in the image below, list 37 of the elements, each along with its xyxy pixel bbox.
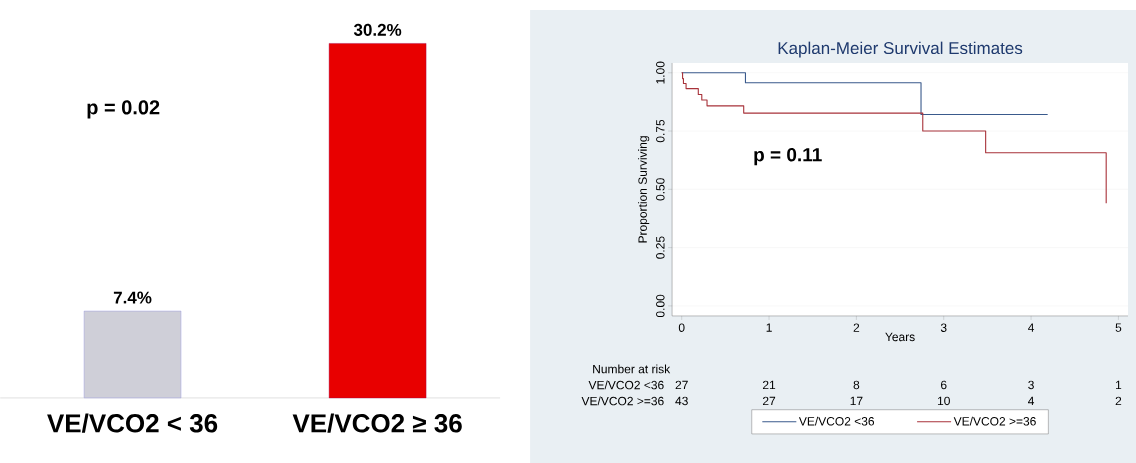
y-tick-label: 0.50 xyxy=(656,178,665,201)
legend-label: VE/VCO2 <36 xyxy=(798,416,875,426)
text: 27 xyxy=(675,380,688,390)
text: VE/VCO2 <36 xyxy=(588,380,664,390)
text: 27 xyxy=(762,396,776,406)
y-tick-label: 0.00 xyxy=(656,294,665,318)
annotation: p = 0.02 xyxy=(87,100,160,119)
x-tick-label: 5 xyxy=(1115,323,1122,332)
data-label: 7.4% xyxy=(113,291,152,304)
x-tick-label: VE/VCO2 ≥ 36 xyxy=(292,413,462,433)
text: 3 xyxy=(1028,380,1034,390)
data-label: 30.2% xyxy=(353,23,402,36)
x-axis-title: Years xyxy=(885,332,915,342)
text: 1 xyxy=(1116,380,1122,390)
chart-title: Kaplan-Meier Survival Estimates xyxy=(778,41,1023,58)
x-tick-label: VE/VCO2 < 36 xyxy=(47,413,218,433)
text: 43 xyxy=(675,396,688,406)
y-tick-label: 1.00 xyxy=(656,61,665,84)
text: 17 xyxy=(850,396,863,406)
text: 10 xyxy=(937,396,950,406)
text: VE/VCO2 >=36 xyxy=(581,396,664,406)
x-tick-label: 3 xyxy=(940,323,947,332)
text: 6 xyxy=(941,380,947,390)
annotation: p = 0.11 xyxy=(754,148,822,166)
y-tick-label: 0.75 xyxy=(656,119,665,143)
legend-label: VE/VCO2 >=36 xyxy=(953,416,1036,426)
y-axis-title: Proportion Surviving xyxy=(638,136,650,243)
text: 21 xyxy=(762,380,776,390)
text: 4 xyxy=(1028,396,1035,406)
x-tick-label: 0 xyxy=(678,323,685,332)
x-tick-label: 4 xyxy=(1028,323,1035,332)
x-tick-label: 2 xyxy=(853,323,860,332)
text: 2 xyxy=(1115,396,1122,406)
text: 8 xyxy=(853,380,860,390)
text: Number at risk xyxy=(593,364,671,374)
x-tick-label: 1 xyxy=(766,323,772,332)
y-tick-label: 0.25 xyxy=(656,236,665,259)
